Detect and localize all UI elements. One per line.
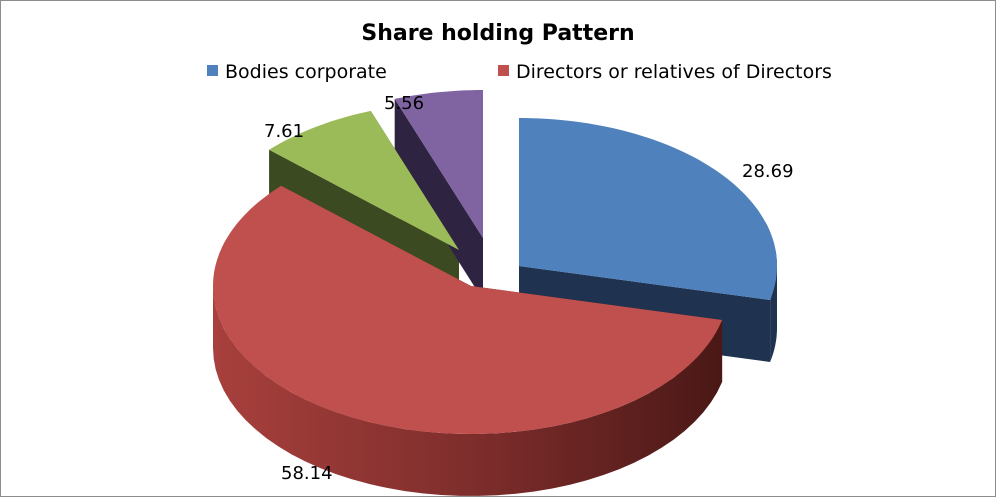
pie-slice-directors <box>213 185 723 434</box>
pie-slice-slice-4 <box>394 90 483 238</box>
data-label-bodies-corporate: 28.69 <box>742 161 794 182</box>
data-label-directors: 58.14 <box>281 463 333 484</box>
data-labels: 28.69 58.14 7.61 5.56 <box>264 93 794 484</box>
data-label-slice-3: 7.61 <box>264 121 304 142</box>
legend-swatch-directors <box>498 65 509 76</box>
pie-side-directors <box>213 286 723 496</box>
data-label-slice-4: 5.56 <box>384 93 424 114</box>
legend-swatch-bodies-corporate <box>207 65 218 76</box>
pie-slice-bodies-corporate <box>519 118 777 300</box>
legend: Bodies corporate Directors or relatives … <box>207 61 832 83</box>
legend-label-directors: Directors or relatives of Directors <box>516 61 832 83</box>
chart-title: Share holding Pattern <box>361 21 634 46</box>
pie-slice-slice-3 <box>269 110 459 251</box>
pie-wall-slice-4-start <box>394 98 483 301</box>
legend-label-bodies-corporate: Bodies corporate <box>225 61 387 83</box>
pie-tops <box>213 90 777 434</box>
